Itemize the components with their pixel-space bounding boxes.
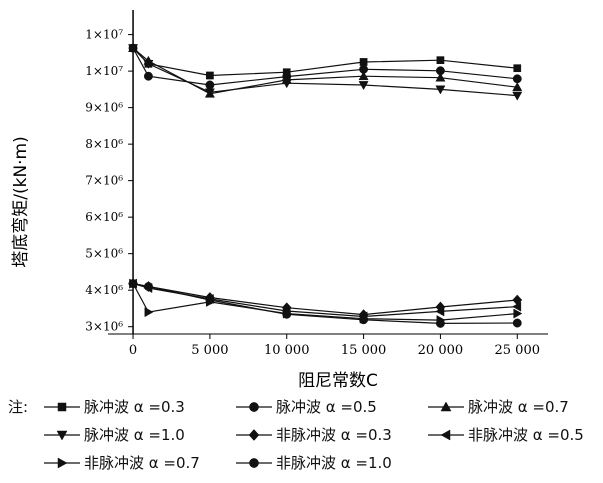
x-tick-label: 15 000 [341, 343, 387, 358]
legend-item-8: 非脉冲波 α =1.0 [234, 452, 392, 473]
data-point [281, 79, 292, 89]
data-point [358, 71, 369, 81]
legend-marker [57, 457, 68, 468]
x-tick-label: 20 000 [418, 343, 464, 358]
legend-label: 非脉冲波 α =0.5 [468, 426, 584, 444]
x-tick-label: 10 000 [264, 343, 310, 358]
legend-marker-triangle-up-icon [428, 400, 464, 411]
legend-item-2: 脉冲波 α =0.5 [234, 396, 377, 417]
x-axis-ticks: 0 5 000 10 000 15 000 20 000 25 000 [129, 334, 540, 358]
data-point [144, 307, 154, 318]
data-point [358, 81, 369, 91]
y-tick-label: 3×10⁶ [85, 320, 123, 334]
series-line [132, 47, 518, 77]
data-point [205, 80, 215, 90]
legend-item-1: 脉冲波 α =0.3 [42, 396, 185, 417]
legend-marker [56, 430, 68, 441]
legend-row-2: 脉冲波 α =1.0 非脉冲波 α =0.3 非脉冲波 α =0.5 [8, 424, 598, 452]
series-6 [127, 278, 522, 322]
legend-marker [248, 428, 260, 441]
legend-marker [440, 429, 451, 440]
data-point [512, 91, 523, 101]
y-tick-label: 6×10⁶ [85, 210, 123, 224]
data-point [204, 88, 215, 98]
y-tick-label: 7×10⁶ [85, 174, 123, 188]
legend-marker-triangle-down-icon [44, 430, 80, 441]
data-point [205, 295, 215, 305]
legend-label: 脉冲波 α =0.7 [468, 398, 569, 416]
x-tick-label: 0 [129, 343, 137, 358]
line-chart: 3×10⁶ 4×10⁶ 5×10⁶ 6×10⁶ 7×10⁶ 8×10⁶ 9×10⁶ 1×10⁷… [11, 10, 548, 391]
legend-item-7: 非脉冲波 α =0.7 [42, 452, 200, 473]
legend-marker-triangle-right-icon [44, 457, 80, 468]
legend-label: 非脉冲波 α =0.7 [84, 454, 200, 472]
legend-label: 脉冲波 α =0.5 [276, 398, 377, 416]
legend-note: 注: [8, 398, 29, 416]
data-point [435, 72, 446, 82]
series-3 [128, 43, 523, 98]
data-point [359, 58, 368, 66]
legend-marker [440, 400, 452, 411]
data-point [435, 306, 445, 317]
data-point [512, 82, 523, 92]
y-tick-label: 1×10⁷ [85, 64, 123, 78]
data-point [435, 318, 445, 328]
legend-label: 非脉冲波 α =0.3 [276, 426, 392, 444]
legend-item-4: 脉冲波 α =1.0 [42, 424, 185, 445]
legend-item-5: 非脉冲波 α =0.3 [234, 424, 392, 445]
data-point [435, 85, 446, 95]
series-7 [129, 278, 523, 326]
legend-item-6: 非脉冲波 α =0.5 [426, 424, 584, 445]
legend-marker-circle-icon [236, 457, 272, 468]
y-axis-ticks: 3×10⁶ 4×10⁶ 5×10⁶ 6×10⁶ 7×10⁶ 8×10⁶ 9×10⁶ 1×10⁷… [85, 28, 134, 334]
legend-label: 脉冲波 α =0.3 [84, 398, 185, 416]
legend-row-3: 非脉冲波 α =0.7 非脉冲波 α =1.0 [8, 452, 598, 480]
series-line [132, 283, 518, 321]
legend-marker [249, 457, 259, 468]
y-tick-label: 1×10⁷ [85, 28, 123, 42]
legend-item-3: 脉冲波 α =0.7 [426, 396, 569, 417]
series-line [132, 47, 518, 95]
y-tick-label: 8×10⁶ [85, 137, 123, 151]
series-4 [128, 44, 523, 101]
legend: 注: 脉冲波 α =0.3 脉冲波 α =0.5 脉冲波 α =0.7 脉冲波 … [8, 396, 598, 480]
legend-label: 非脉冲波 α =1.0 [276, 454, 392, 472]
data-point [512, 301, 522, 312]
y-tick-label: 9×10⁶ [85, 101, 123, 115]
data-point [128, 44, 139, 54]
legend-marker-square-icon [44, 402, 80, 411]
data-point [512, 74, 522, 84]
legend-marker [57, 402, 67, 411]
series-1 [129, 44, 522, 80]
x-tick-label: 5 000 [191, 343, 228, 358]
data-point [436, 56, 445, 65]
legend-row-1: 注: 脉冲波 α =0.3 脉冲波 α =0.5 脉冲波 α =0.7 [8, 396, 598, 424]
data-point [143, 59, 154, 69]
data-point [512, 318, 522, 328]
data-point [282, 309, 292, 319]
series-8 [128, 279, 522, 328]
data-point [513, 308, 523, 319]
x-tick-label: 25 000 [495, 343, 541, 358]
series-line [132, 283, 518, 325]
x-axis-title: 阻尼常数C [298, 371, 378, 391]
legend-label: 脉冲波 α =1.0 [84, 426, 185, 444]
y-axis-title: 塔底弯矩/(kN·m) [11, 136, 31, 268]
data-point [206, 71, 214, 80]
data-point [143, 71, 153, 81]
data-point [359, 315, 369, 325]
data-point [513, 64, 522, 73]
legend-marker-triangle-left-icon [428, 429, 464, 440]
data-point [143, 282, 153, 291]
y-tick-label: 5×10⁶ [85, 247, 123, 261]
legend-marker [249, 401, 259, 412]
data-point [128, 279, 138, 289]
series-layer [127, 43, 523, 328]
y-tick-label: 4×10⁶ [85, 283, 123, 297]
legend-marker-diamond-icon [236, 428, 272, 441]
legend-marker-circle-icon [236, 401, 272, 412]
